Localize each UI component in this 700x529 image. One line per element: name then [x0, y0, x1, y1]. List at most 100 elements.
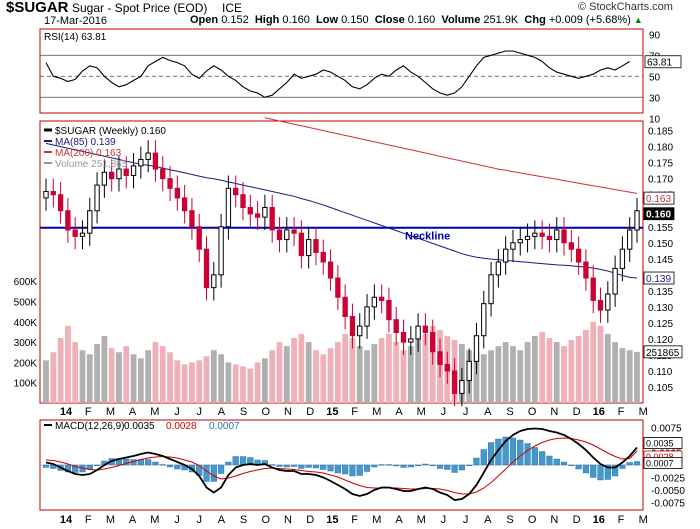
candle-body: [72, 229, 78, 237]
candle-body: [218, 226, 224, 276]
candle-body: [43, 191, 49, 199]
chg-up-arrow-icon: ▲: [633, 15, 643, 25]
volume-bar: [364, 350, 370, 403]
price-y-tick-label: 0.105: [648, 383, 673, 394]
candle-body: [590, 277, 596, 301]
price-x-tick-label: J: [196, 406, 202, 418]
price-x-tick-label: M: [372, 406, 381, 418]
macd-histogram-bar: [487, 442, 495, 466]
candle-body: [415, 325, 421, 340]
volume-bar: [575, 335, 582, 403]
candle-body: [276, 229, 283, 241]
macd-histogram-bar: [560, 461, 568, 466]
macd-x-tick-label: N: [284, 514, 292, 526]
macd-x-tick-label: O: [528, 514, 537, 526]
macd-y-tick-label: -0.0050: [651, 486, 685, 497]
macd-histogram-bar: [232, 456, 239, 466]
macd-histogram-bar: [276, 464, 283, 467]
volume-bar: [517, 350, 524, 403]
macd-y-tick-label: -0.0075: [651, 499, 685, 510]
quote-date: 17-Mar-2016: [44, 15, 107, 27]
macd-histogram-bar: [269, 464, 276, 466]
candle-body: [532, 232, 538, 237]
price-x-tick-label: F: [351, 406, 358, 418]
macd-histogram-bar: [568, 464, 575, 467]
neckline-label: Neckline: [405, 231, 450, 243]
volume-bar: [510, 346, 516, 403]
macd-histogram-bar: [363, 464, 371, 472]
volume-y-tick-label: 100K: [14, 379, 38, 390]
ma200-line: [264, 117, 638, 194]
candle-body: [561, 229, 567, 244]
price-x-tick-label: F: [618, 406, 625, 418]
macd-histogram-bar: [531, 447, 538, 466]
macd-histogram-bar: [553, 458, 560, 466]
macd-histogram-bar: [633, 461, 641, 466]
rsi-panel-frame: [39, 28, 644, 114]
volume-value: 251.9K: [483, 14, 519, 26]
candle-body: [583, 261, 589, 279]
candle-body: [451, 370, 458, 394]
candle-body: [378, 296, 385, 301]
volume-bar: [86, 354, 93, 403]
volume-bar: [371, 344, 378, 403]
volume-bar: [152, 342, 159, 403]
volume-bar: [604, 333, 611, 403]
candle-body: [408, 338, 414, 343]
low-value: 0.150: [341, 14, 369, 26]
candle-body: [130, 165, 137, 176]
candle-body: [444, 364, 450, 372]
candle-body: [284, 229, 290, 241]
candle-body: [50, 191, 56, 196]
macd-histogram-bar: [93, 464, 101, 467]
candle-body: [306, 239, 312, 257]
volume-bar: [583, 329, 589, 403]
volume-bar: [196, 360, 203, 403]
candle-body: [364, 306, 370, 327]
candle-body: [495, 261, 502, 276]
macd-legend-label: MACD(12,26,9): [55, 421, 124, 432]
candle-body: [181, 197, 188, 212]
price-y-tick-label: 0.180: [648, 143, 673, 154]
candle-body: [327, 261, 334, 279]
source-credit[interactable]: © StockCharts.com: [578, 1, 673, 13]
candle-body: [233, 187, 239, 196]
macd-histogram-bar: [159, 464, 166, 466]
price-x-tick-label: 14: [60, 406, 73, 418]
candle-body: [488, 274, 494, 305]
volume-bar: [539, 331, 546, 403]
macd-histogram-bar: [152, 461, 159, 466]
candle-body: [437, 351, 443, 366]
rsi-line: [45, 50, 630, 98]
macd-x-tick-label: J: [463, 514, 469, 526]
volume-bar: [167, 352, 173, 403]
volume-bar: [626, 350, 633, 403]
candle-body: [349, 315, 356, 337]
volume-bar: [334, 342, 341, 403]
macd-x-tick-label: A: [129, 514, 137, 526]
price-x-tick-label: N: [284, 406, 292, 418]
macd-histogram-bar: [495, 438, 502, 466]
candle-body: [57, 194, 64, 212]
macd-legend-value: 0.0028: [166, 421, 197, 432]
macd-histogram-bar: [626, 462, 633, 466]
volume-bar: [145, 350, 152, 403]
price-x-tick-label: F: [85, 406, 92, 418]
volume-bar: [619, 348, 626, 403]
candle-body: [510, 242, 516, 250]
macd-legend-value: 0.0035: [124, 421, 155, 432]
macd-x-tick-label: J: [196, 514, 202, 526]
price-legend-entry: MA(200) 0.163: [55, 148, 122, 159]
volume-y-tick-label: 400K: [14, 318, 38, 329]
macd-histogram-bar: [517, 439, 524, 466]
volume-bar: [72, 342, 79, 403]
macd-histogram-bar: [524, 443, 531, 466]
macd-x-tick-label: O: [262, 514, 271, 526]
rsi-y-tick-label: 90: [649, 30, 661, 41]
volume-bar: [612, 342, 618, 403]
candle-body: [627, 229, 633, 250]
candle-body: [79, 232, 86, 237]
price-x-tick-label: A: [395, 406, 403, 418]
open-label: Open: [190, 14, 219, 26]
macd-histogram-bar: [612, 464, 619, 477]
